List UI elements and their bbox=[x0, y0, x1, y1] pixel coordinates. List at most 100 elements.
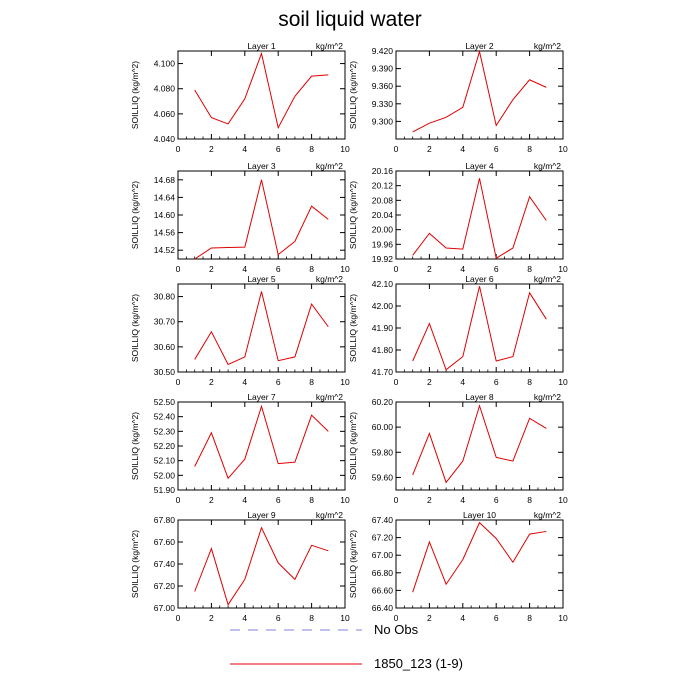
panel-9-xtick-label: 0 bbox=[176, 613, 181, 623]
panel-9-ytick-label: 67.20 bbox=[154, 581, 176, 591]
panel-9-ytick-label: 67.80 bbox=[154, 515, 176, 525]
panel-9-ytick-label: 67.60 bbox=[154, 537, 176, 547]
panel-1-ytick-label: 4.080 bbox=[154, 84, 176, 94]
panel-2-xtick-label: 10 bbox=[558, 144, 568, 154]
panel-8-ytick-label: 60.20 bbox=[372, 397, 394, 407]
legend-label-model: 1850_123 (1-9) bbox=[374, 656, 463, 671]
panel-3-xtick-label: 10 bbox=[340, 264, 350, 274]
panel-2-ytick-label: 9.390 bbox=[372, 64, 394, 74]
panel-3-series-line bbox=[194, 179, 329, 260]
panel-2-ytick-label: 9.360 bbox=[372, 81, 394, 91]
panel-4-title: Layer 4 bbox=[465, 161, 494, 171]
panel-10-ytick-label: 66.80 bbox=[372, 568, 394, 578]
panel-4-ytick-label: 20.12 bbox=[372, 181, 394, 191]
panel-5-ylabel: SOILLIQ (kg/m^2) bbox=[130, 294, 140, 362]
panel-8-xtick-label: 4 bbox=[460, 495, 465, 505]
panel-1-xtick-label: 0 bbox=[176, 144, 181, 154]
panel-4-ytick-label: 20.16 bbox=[372, 166, 394, 176]
panel-7-ytick-label: 52.30 bbox=[154, 426, 176, 436]
panel-3-frame bbox=[177, 170, 346, 260]
panel-6-xtick-label: 6 bbox=[494, 377, 499, 387]
panel-7-ytick-label: 52.40 bbox=[154, 412, 176, 422]
panel-1-ytick-label: 4.100 bbox=[154, 59, 176, 69]
panel-5-xtick-label: 4 bbox=[242, 377, 247, 387]
panel-9-xtick-label: 10 bbox=[340, 613, 350, 623]
panel-2-xtick-label: 8 bbox=[527, 144, 532, 154]
panel-8-units: kg/m^2 bbox=[534, 392, 561, 402]
panel-8-xtick-label: 0 bbox=[394, 495, 399, 505]
panel-10-ytick-label: 66.40 bbox=[372, 603, 394, 613]
panel-2-title: Layer 2 bbox=[465, 41, 494, 51]
panel-9-units: kg/m^2 bbox=[316, 510, 343, 520]
panel-9-xtick-label: 2 bbox=[209, 613, 214, 623]
panel-7-xtick-label: 6 bbox=[276, 495, 281, 505]
panel-7-ytick-label: 52.10 bbox=[154, 456, 176, 466]
panel-7-ylabel: SOILLIQ (kg/m^2) bbox=[130, 412, 140, 480]
panel-1-xtick-label: 4 bbox=[242, 144, 247, 154]
panel-6-ylabel: SOILLIQ (kg/m^2) bbox=[348, 294, 358, 362]
panel-3-units: kg/m^2 bbox=[316, 161, 343, 171]
panel-1-xtick-label: 2 bbox=[209, 144, 214, 154]
panel-1-xtick-label: 8 bbox=[309, 144, 314, 154]
panel-1-ylabel: SOILLIQ (kg/m^2) bbox=[130, 61, 140, 129]
panel-10-xtick-label: 10 bbox=[558, 613, 568, 623]
panel-1-xtick-label: 6 bbox=[276, 144, 281, 154]
panel-3-xtick-label: 2 bbox=[209, 264, 214, 274]
panel-2-xtick-label: 6 bbox=[494, 144, 499, 154]
panel-6-xtick-label: 4 bbox=[460, 377, 465, 387]
panel-4-xtick-label: 4 bbox=[460, 264, 465, 274]
panel-7-series-line bbox=[194, 404, 329, 480]
panel-5-xtick-label: 10 bbox=[340, 377, 350, 387]
panel-4-ytick-label: 20.04 bbox=[372, 210, 394, 220]
panel-7-units: kg/m^2 bbox=[316, 392, 343, 402]
panel-3-ytick-label: 14.68 bbox=[154, 175, 176, 185]
panel-5-xtick-label: 8 bbox=[309, 377, 314, 387]
panel-3-xtick-label: 0 bbox=[176, 264, 181, 274]
panel-5-xtick-label: 0 bbox=[176, 377, 181, 387]
panel-10-xtick-label: 0 bbox=[394, 613, 399, 623]
panel-6-ytick-label: 41.80 bbox=[372, 345, 394, 355]
panel-4-ytick-label: 19.92 bbox=[372, 254, 394, 264]
panel-7-frame bbox=[177, 401, 346, 491]
panel-4-xtick-label: 2 bbox=[427, 264, 432, 274]
panel-4-xtick-label: 0 bbox=[394, 264, 399, 274]
panel-8-ytick-label: 60.00 bbox=[372, 422, 394, 432]
panel-10-units: kg/m^2 bbox=[534, 510, 561, 520]
panel-6-ytick-label: 41.70 bbox=[372, 367, 394, 377]
panel-8-title: Layer 8 bbox=[465, 392, 494, 402]
panel-6-xtick-label: 8 bbox=[527, 377, 532, 387]
panel-10-ytick-label: 67.00 bbox=[372, 550, 394, 560]
panel-4-xtick-label: 10 bbox=[558, 264, 568, 274]
panel-6-xtick-label: 0 bbox=[394, 377, 399, 387]
panel-5-ytick-label: 30.70 bbox=[154, 317, 176, 327]
legend-label-obs: No Obs bbox=[374, 622, 419, 637]
panel-8-series-line bbox=[412, 404, 547, 484]
panel-7-ytick-label: 51.90 bbox=[154, 485, 176, 495]
panel-2-ytick-label: 9.330 bbox=[372, 99, 394, 109]
panel-3-ylabel: SOILLIQ (kg/m^2) bbox=[130, 181, 140, 249]
panel-8-ytick-label: 59.80 bbox=[372, 447, 394, 457]
panel-7-ytick-label: 52.00 bbox=[154, 470, 176, 480]
panel-10-ytick-label: 67.40 bbox=[372, 515, 394, 525]
panel-8-xtick-label: 10 bbox=[558, 495, 568, 505]
panel-5-xtick-label: 2 bbox=[209, 377, 214, 387]
panel-6-title: Layer 6 bbox=[465, 274, 494, 284]
panel-10-ytick-label: 66.60 bbox=[372, 585, 394, 595]
panel-2-frame bbox=[395, 50, 564, 140]
panel-5-ytick-label: 30.80 bbox=[154, 292, 176, 302]
panel-3-xtick-label: 6 bbox=[276, 264, 281, 274]
panel-3-ytick-label: 14.56 bbox=[154, 228, 176, 238]
panel-3-xtick-label: 8 bbox=[309, 264, 314, 274]
panel-8-ylabel: SOILLIQ (kg/m^2) bbox=[348, 412, 358, 480]
panel-9-ytick-label: 67.40 bbox=[154, 559, 176, 569]
panel-10-series-line bbox=[412, 521, 547, 593]
panel-5-frame bbox=[177, 283, 346, 373]
panel-7-xtick-label: 8 bbox=[309, 495, 314, 505]
panel-4-ylabel: SOILLIQ (kg/m^2) bbox=[348, 181, 358, 249]
panel-7-title: Layer 7 bbox=[247, 392, 276, 402]
panel-1-units: kg/m^2 bbox=[316, 41, 343, 51]
panel-4-ytick-label: 20.00 bbox=[372, 225, 394, 235]
panel-2-ytick-label: 9.300 bbox=[372, 116, 394, 126]
panel-10-xtick-label: 4 bbox=[460, 613, 465, 623]
